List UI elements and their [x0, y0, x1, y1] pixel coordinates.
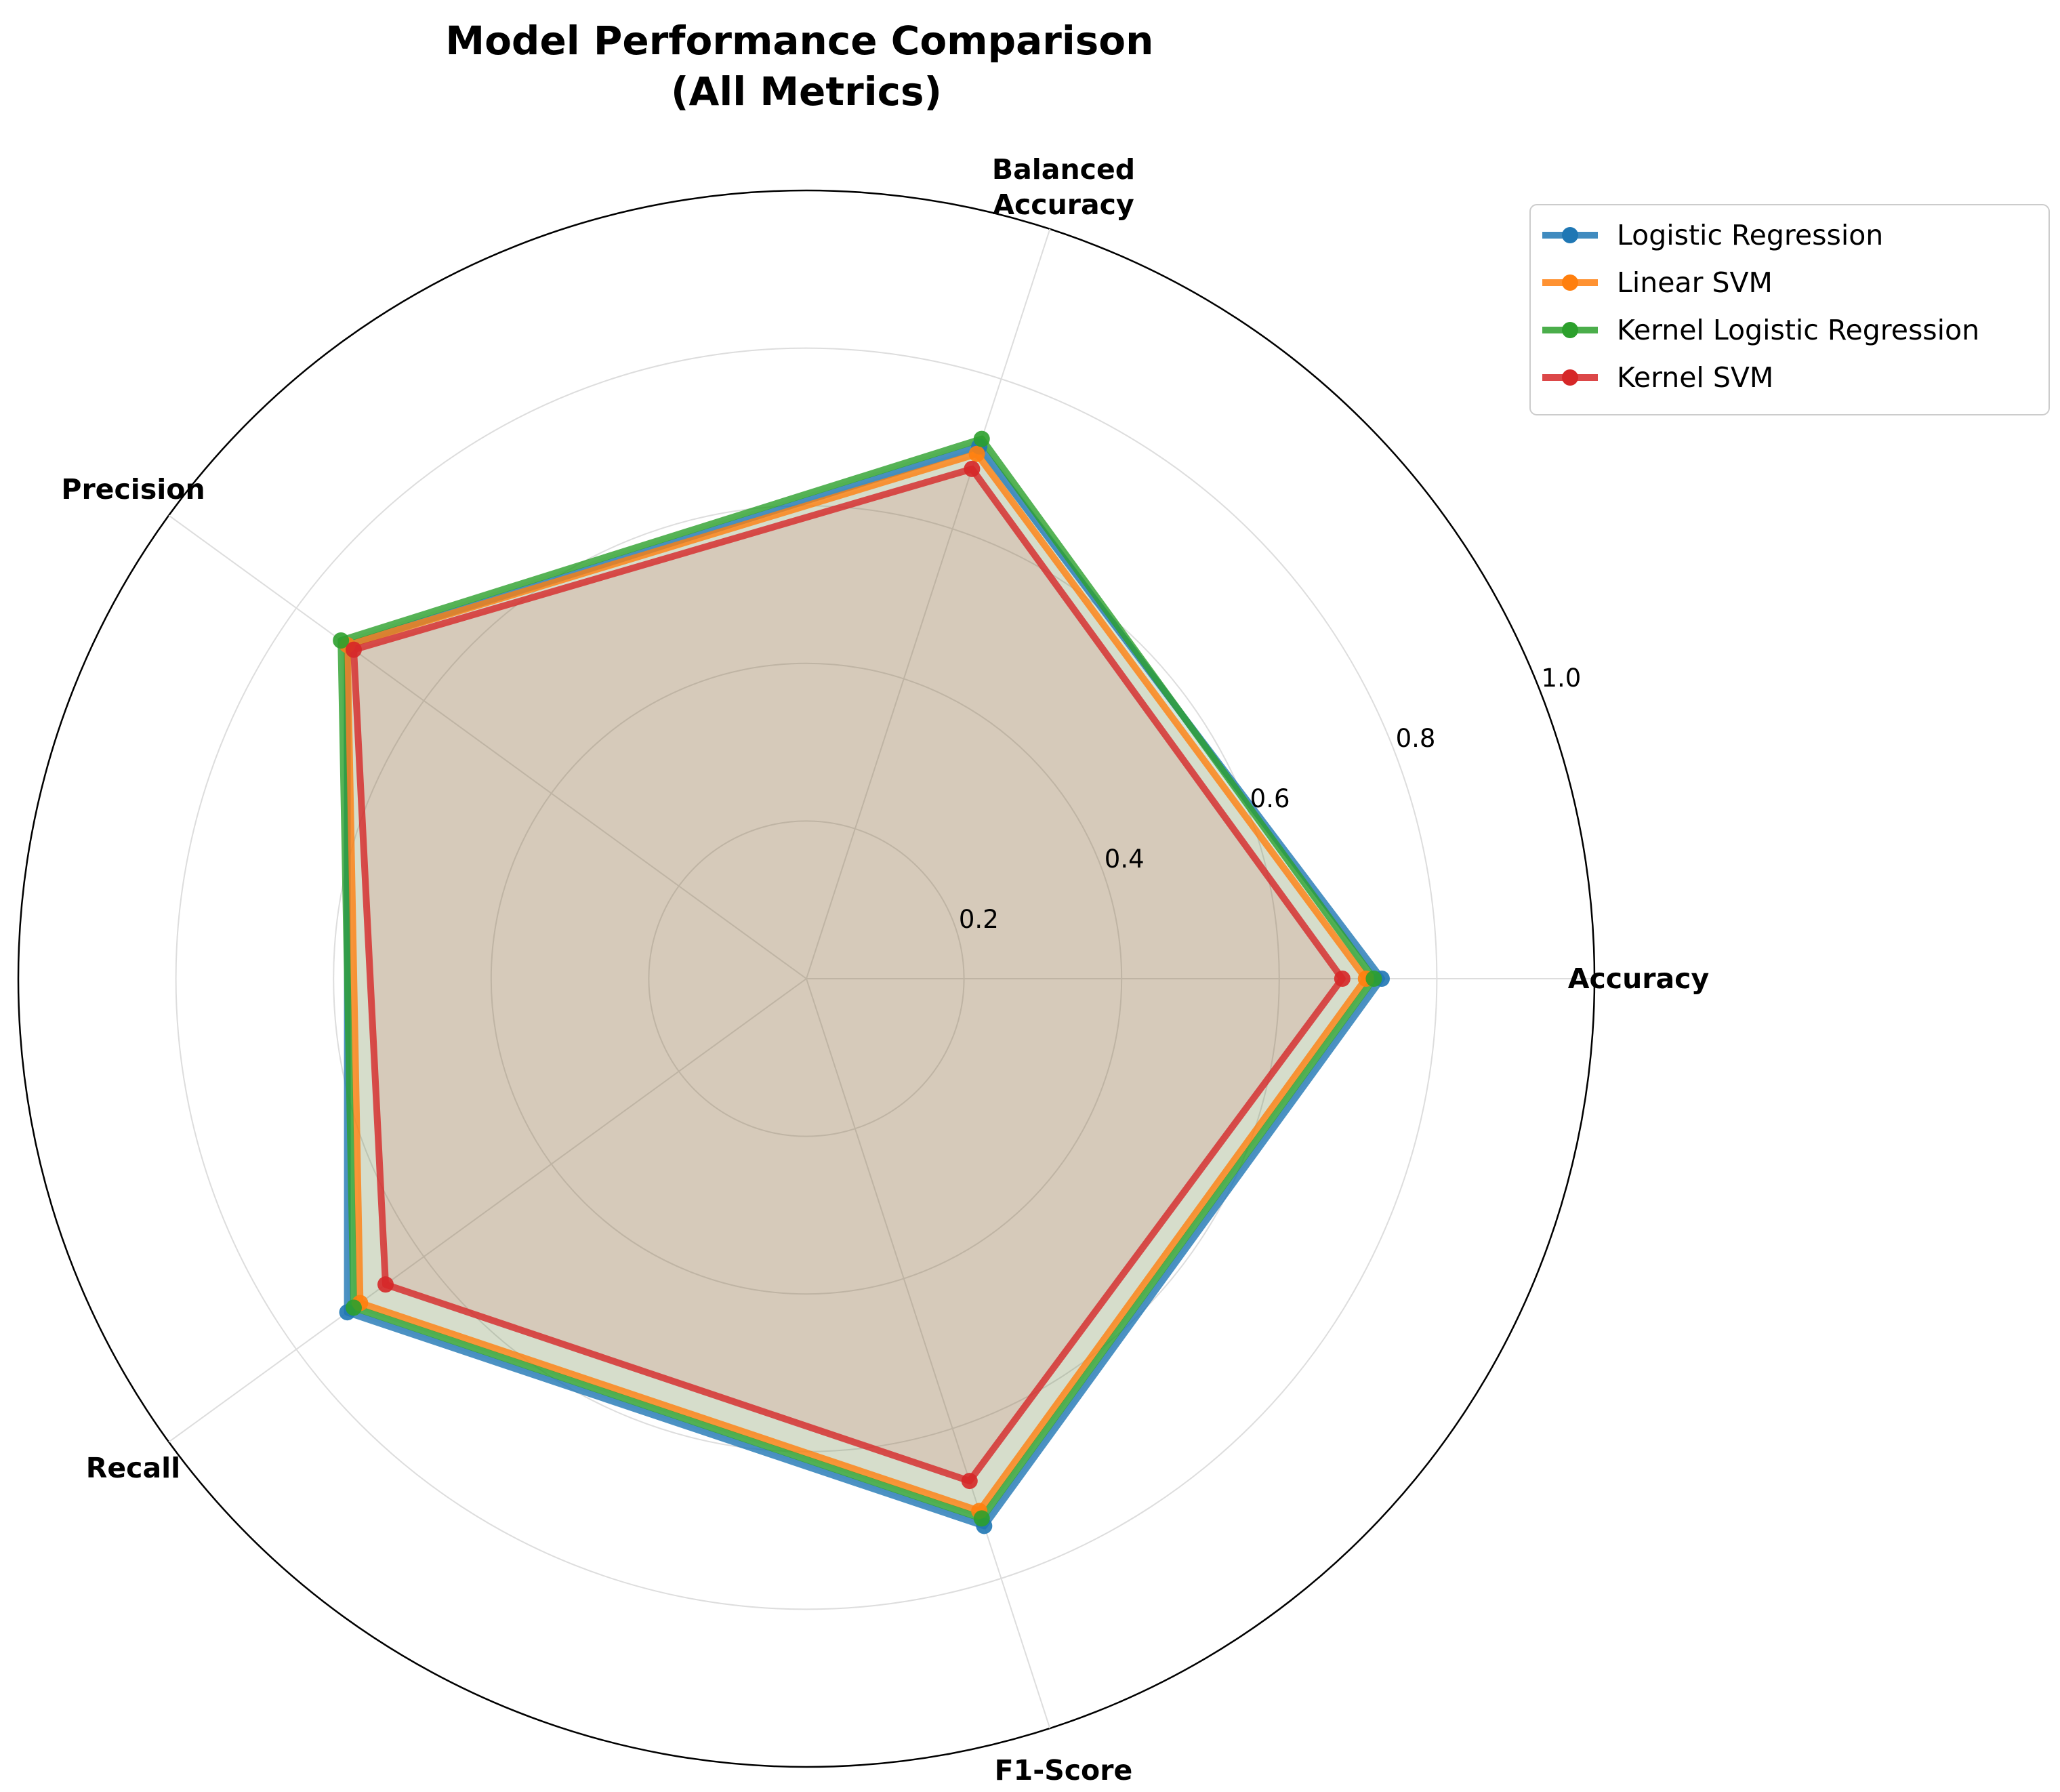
- grid: [17, 189, 1596, 1768]
- legend-label-linear-svm: Linear SVM: [1617, 266, 1773, 299]
- series-points: [333, 430, 1390, 1534]
- legend-label-kernel-svm: Kernel SVM: [1617, 361, 1773, 394]
- point-kernel-svm-balanced-accuracy: [964, 460, 981, 477]
- point-kernel-svm-precision: [345, 641, 362, 658]
- legend-frame: [1529, 204, 2050, 415]
- area-linear-svm: [347, 453, 1366, 1511]
- point-kernel-logistic-regression-balanced-accuracy: [973, 430, 990, 447]
- radial-tick-labels: 0.2 0.4 0.6 0.8 1.0: [959, 664, 1581, 934]
- point-kernel-svm-accuracy: [1334, 971, 1351, 987]
- line-kernel-svm: [350, 465, 1346, 1485]
- axis-label-precision: Precision: [61, 473, 205, 506]
- rtick-label: 1.0: [1541, 664, 1581, 693]
- area-kernel-svm: [354, 468, 1342, 1482]
- point-kernel-logistic-regression-precision: [333, 632, 350, 649]
- axis-label-accuracy: Accuracy: [1568, 962, 1709, 995]
- area-kernel-logistic-regression: [341, 439, 1374, 1519]
- legend-marker-linear-svm: [1562, 274, 1578, 291]
- point-linear-svm-balanced-accuracy: [968, 445, 985, 462]
- point-kernel-svm-recall: [377, 1276, 394, 1293]
- legend: Logistic Regression Linear SVM Kernel Logi…: [1529, 204, 2050, 415]
- axis-label-recall: Recall: [86, 1452, 180, 1484]
- spoke-recall: [168, 978, 807, 1443]
- legend-marker-kernel-svm: [1562, 369, 1578, 386]
- rtick-label: 0.8: [1396, 724, 1436, 753]
- axis-label-balanced-accuracy: Balanced Accuracy: [992, 153, 1135, 221]
- spoke-precision: [168, 514, 807, 979]
- series-fills: [341, 439, 1382, 1526]
- legend-label-kernel-logistic-regression: Kernel Logistic Regression: [1617, 314, 1979, 346]
- point-kernel-logistic-regression-recall: [345, 1299, 362, 1316]
- point-kernel-logistic-regression-accuracy: [1365, 971, 1382, 987]
- spoke-f1-score: [806, 978, 1051, 1729]
- line-kernel-logistic-regression: [337, 435, 1378, 1522]
- axis-labels: Accuracy Balanced Accuracy Precision Recall F…: [61, 153, 1709, 1787]
- chart-title-line-1: Model Performance Comparison: [445, 18, 1153, 64]
- legend-marker-kernel-logistic-regression: [1562, 322, 1578, 338]
- rtick-label: 0.4: [1105, 844, 1145, 874]
- line-linear-svm: [344, 450, 1369, 1515]
- area-logistic-regression: [347, 446, 1382, 1526]
- chart-title-line-2: (All Metrics): [671, 68, 942, 115]
- axis-label-f1-score: F1-Score: [995, 1754, 1133, 1787]
- legend-marker-logistic-regression: [1562, 227, 1578, 243]
- series-lines: [337, 435, 1385, 1530]
- chart-title: Model Performance Comparison (All Metric…: [445, 18, 1167, 115]
- rtick-label: 0.6: [1250, 784, 1290, 813]
- spoke-balanced-accuracy: [806, 228, 1051, 979]
- rtick-label: 0.2: [959, 905, 999, 934]
- point-kernel-logistic-regression-f1-score: [973, 1510, 990, 1527]
- point-kernel-svm-f1-score: [961, 1473, 978, 1490]
- legend-label-logistic-regression: Logistic Regression: [1617, 219, 1883, 251]
